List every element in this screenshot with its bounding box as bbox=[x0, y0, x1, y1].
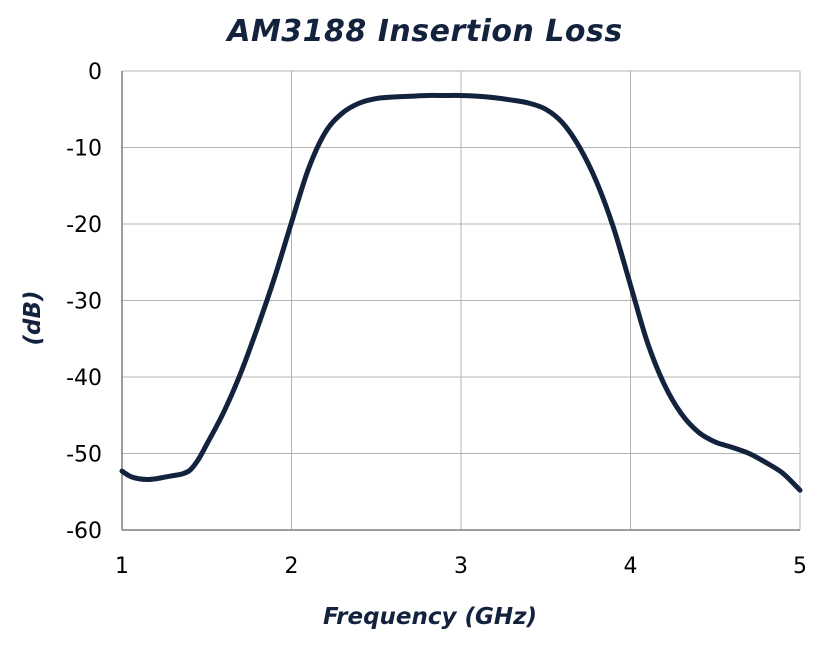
x-axis-label: Frequency (GHz) bbox=[323, 604, 537, 630]
y-tick-label: -30 bbox=[66, 290, 102, 315]
y-tick-labels: 0 -10 -20 -30 -40 -50 -60 bbox=[66, 60, 102, 544]
y-tick-label: -50 bbox=[66, 443, 102, 468]
y-tick-label: -20 bbox=[66, 213, 102, 238]
x-tick-label: 5 bbox=[793, 554, 807, 579]
y-tick-label: -40 bbox=[66, 366, 102, 391]
x-tick-label: 1 bbox=[115, 554, 129, 579]
chart-title: AM3188 Insertion Loss bbox=[227, 14, 623, 49]
grid-lines bbox=[121, 70, 801, 531]
y-tick-label: -60 bbox=[66, 519, 102, 544]
x-tick-label: 3 bbox=[454, 554, 468, 579]
y-axis-label: (dB) bbox=[20, 290, 46, 345]
x-tick-label: 2 bbox=[285, 554, 299, 579]
y-tick-label: 0 bbox=[88, 60, 102, 85]
y-tick-label: -10 bbox=[66, 137, 102, 162]
x-tick-labels: 1 2 3 4 5 bbox=[115, 554, 807, 579]
x-tick-label: 4 bbox=[624, 554, 638, 579]
series-line bbox=[119, 92, 803, 493]
